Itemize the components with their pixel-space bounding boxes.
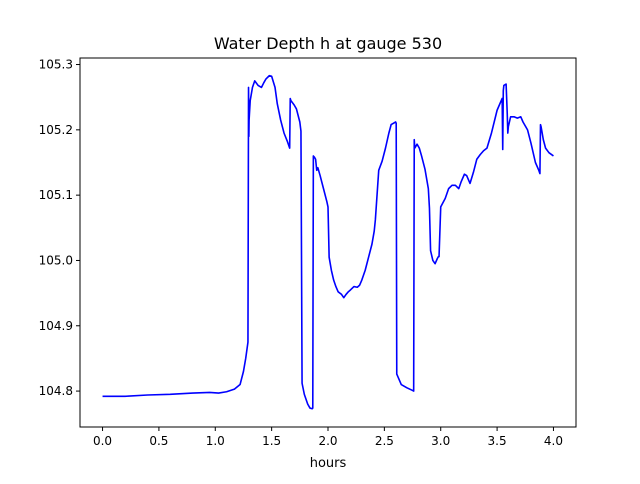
x-axis: 0.0 0.5 1.0 1.5 2.0 2.5 3.0 3.5 4.0 (93, 427, 563, 448)
plot-series-group (102, 74, 554, 410)
x-axis-label: hours (310, 456, 347, 471)
x-tick-label: 4.0 (544, 434, 563, 448)
y-axis: 104.8 104.9 105.0 105.1 105.2 105.3 (39, 58, 80, 398)
y-tick-label: 105.2 (39, 123, 73, 137)
y-tick-label: 105.1 (39, 188, 73, 202)
x-tick-label: 1.5 (262, 434, 281, 448)
series-line (102, 74, 554, 410)
x-tick-label: 3.0 (431, 434, 450, 448)
x-tick-label: 0.0 (93, 434, 112, 448)
x-tick-label: 3.5 (488, 434, 507, 448)
x-tick-label: 2.0 (318, 434, 337, 448)
y-tick-label: 104.8 (39, 384, 73, 398)
x-tick-label: 2.5 (375, 434, 394, 448)
x-tick-label: 1.0 (206, 434, 225, 448)
y-tick-label: 104.9 (39, 319, 73, 333)
y-tick-label: 105.0 (39, 253, 73, 267)
x-tick-label: 0.5 (149, 434, 168, 448)
y-tick-label: 105.3 (39, 58, 73, 72)
chart-title: Water Depth h at gauge 530 (214, 34, 442, 53)
